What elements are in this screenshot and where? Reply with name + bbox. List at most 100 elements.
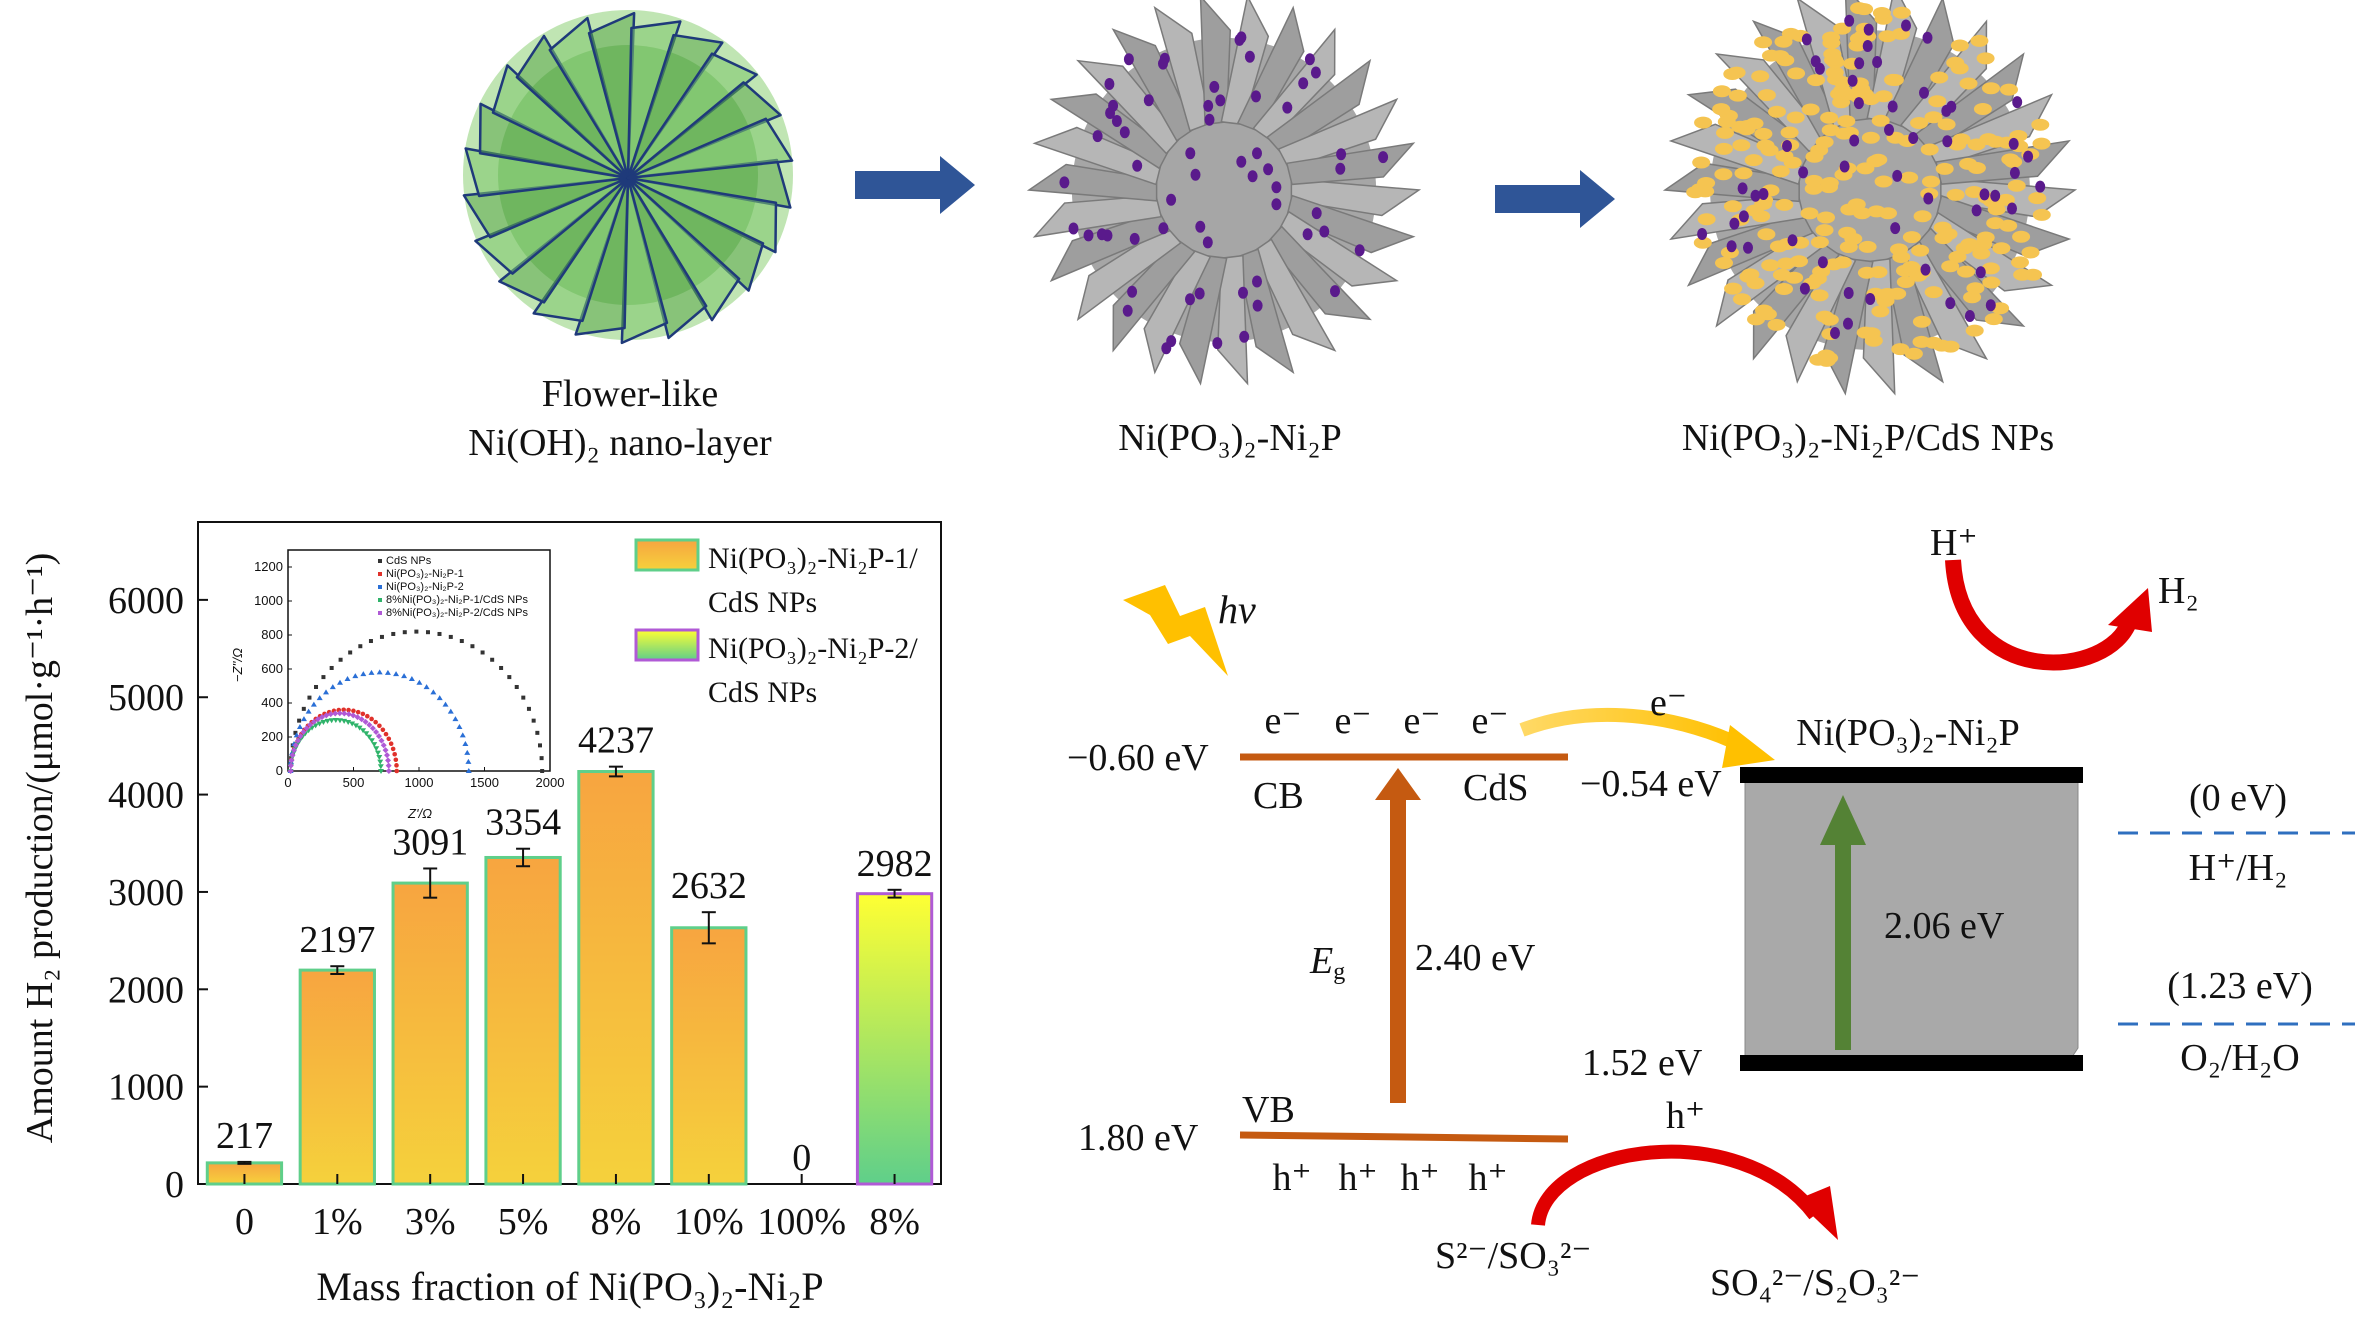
inset-point — [459, 732, 466, 738]
inset-point — [305, 708, 312, 714]
bar-value-label: 0 — [792, 1137, 811, 1179]
cds-nanoparticle — [1821, 124, 1840, 137]
ni2p-dot — [1239, 330, 1250, 343]
ni2p-dot — [1083, 229, 1094, 242]
cds-nanoparticle — [1902, 231, 1921, 244]
inset-point — [384, 669, 391, 675]
cds-nanoparticle — [1733, 293, 1751, 306]
cds-nanoparticle — [1692, 156, 1711, 169]
inset-point — [378, 737, 385, 744]
inset-point — [327, 711, 334, 718]
inset-point — [447, 708, 454, 714]
eg-symbol: E — [1309, 940, 1333, 982]
inset-point — [507, 675, 512, 680]
cds-nanoparticle — [1900, 171, 1919, 184]
ni2p-dot — [1238, 286, 1248, 299]
inset-point — [341, 707, 346, 713]
inset-point — [360, 728, 367, 734]
cds-nanoparticle — [1924, 111, 1943, 124]
inset-point — [320, 719, 327, 725]
ni2p-dot — [1127, 285, 1138, 298]
sheet-petal — [1290, 178, 1422, 217]
cds-nanoparticle — [1878, 288, 1897, 300]
bar-value-label: 3091 — [392, 821, 468, 863]
electrons: e⁻ e⁻ e⁻ e⁻ — [1265, 700, 1509, 742]
cds-nanoparticle — [1771, 165, 1790, 178]
ni2p-dot — [1378, 151, 1389, 164]
bar-value-label: 2197 — [299, 919, 375, 961]
ni2p-dot — [1942, 135, 1953, 148]
cds-nanoparticle — [1891, 343, 1910, 356]
cds-nanoparticle — [1912, 335, 1931, 348]
x-tick-label: 8% — [591, 1201, 642, 1243]
inset-y-tick-label: 1200 — [254, 559, 283, 574]
cds-nanoparticle — [1741, 268, 1760, 281]
cds-nanoparticle — [1911, 244, 1930, 257]
electron-label: e⁻ — [1265, 700, 1302, 742]
ref2-energy: (1.23 eV) — [2167, 965, 2313, 1007]
inset-point — [375, 733, 382, 740]
synthesis-panel: Flower-like Ni(OH)₂ nano-layer Ni(PO₃)₂-… — [462, 0, 2078, 464]
cds-nanoparticle — [1731, 120, 1750, 133]
inset-point — [385, 768, 392, 774]
cb-label: CB — [1253, 775, 1304, 817]
inset-point — [514, 684, 519, 689]
ni2p-dot — [1975, 266, 1986, 279]
cds-nanoparticle — [1965, 324, 1984, 337]
bar-value-label: 3354 — [485, 802, 561, 844]
ni2p-dot — [1799, 282, 1810, 295]
cds-nanoparticle — [1697, 213, 1716, 226]
cds-nanoparticle — [1758, 308, 1777, 321]
electron-label: e⁻ — [1472, 700, 1509, 742]
cds-nanoparticle — [1950, 62, 1969, 75]
inset-point — [436, 695, 443, 701]
legend-swatch-1 — [634, 538, 700, 572]
ni2p-dot — [1123, 53, 1134, 66]
cds-nanoparticle — [1694, 116, 1713, 129]
inset-frame — [287, 549, 551, 772]
hole-label: h⁺ — [1666, 1095, 1705, 1137]
inset-point — [539, 756, 544, 761]
ni2p-dot — [1252, 299, 1263, 312]
ni2p-dot — [1119, 126, 1130, 139]
ni2p-dot — [1726, 240, 1737, 253]
ni2p-dot — [1979, 188, 1990, 201]
ni2p-dot — [1814, 62, 1825, 75]
nip-gap-arrow-head — [1820, 795, 1866, 845]
ni2p-dot — [1862, 40, 1873, 52]
cds-nanoparticle — [1790, 255, 1808, 268]
cds-nanoparticle — [1856, 326, 1875, 339]
hole-label: h⁺ — [1468, 1157, 1507, 1199]
y-tick-label: 4000 — [108, 775, 184, 817]
inset-point — [366, 721, 373, 728]
ni2p-dot — [1884, 123, 1894, 136]
inset-point — [352, 723, 359, 729]
inset-point — [394, 768, 400, 774]
inset-point — [470, 644, 475, 649]
inset-y-tick-label: 0 — [276, 763, 283, 778]
ni2p-dot — [1252, 275, 1262, 288]
cds-nanoparticle — [1760, 144, 1779, 157]
cds-nanoparticle — [1902, 261, 1921, 273]
ni2p-dot — [1195, 220, 1206, 233]
inset-point — [332, 710, 339, 717]
ni2p-dot — [2023, 150, 2034, 163]
inset-point — [292, 742, 299, 749]
cds-nanoparticle — [1767, 318, 1786, 331]
sheet-petal — [1076, 225, 1182, 322]
ni2p-dot — [1743, 241, 1753, 254]
cds-nanoparticle — [1815, 224, 1834, 237]
ni2p-dot — [1143, 94, 1154, 107]
y-tick-label: 6000 — [108, 580, 184, 622]
legend-swatch-2 — [634, 628, 700, 662]
cds-nanoparticle — [1714, 168, 1733, 181]
inset-point — [537, 743, 542, 748]
cds-nanoparticle — [1757, 89, 1776, 102]
cds-nanoparticle — [1861, 131, 1880, 144]
hole-oxidation-arrow-head — [1796, 1186, 1838, 1240]
flower-ni-oh-2-icon — [462, 10, 794, 345]
inset-point — [480, 650, 485, 655]
inset-point — [354, 714, 361, 721]
inset-point — [307, 721, 314, 728]
